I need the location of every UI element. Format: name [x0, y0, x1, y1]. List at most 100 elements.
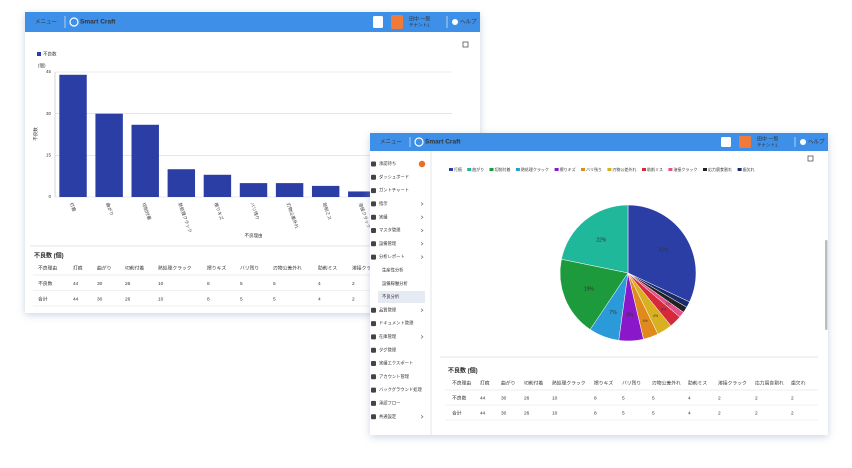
logo-icon [414, 137, 424, 147]
sidebar-item[interactable]: ガントチャート [379, 187, 409, 194]
column-header: バリ残り [622, 379, 641, 386]
sidebar-item[interactable]: 在庫管理 [379, 333, 397, 340]
table-cell: 4 [318, 296, 321, 302]
sidebar-item[interactable]: 共通設定 [379, 413, 397, 420]
legend-swatch [642, 168, 646, 171]
table-cell: 10 [158, 296, 164, 302]
legend-swatch [489, 168, 494, 171]
sidebar-item[interactable]: マスタ管理 [379, 227, 401, 234]
bar[interactable] [348, 191, 376, 197]
slice-label: 1% [666, 302, 671, 306]
slice-label: 6% [626, 312, 634, 318]
chevron [420, 414, 424, 419]
table-cell: 44 [73, 281, 79, 287]
table-cell: 8 [207, 281, 210, 287]
bar[interactable] [203, 174, 232, 197]
table-cell: 2 [718, 395, 721, 401]
sidebar-item[interactable]: ダッシュボード [379, 173, 409, 180]
x-tick-label: 曲がり [104, 202, 115, 217]
sidebar-item[interactable]: バックグラウンド処理 [379, 386, 422, 393]
menu-icon [371, 321, 376, 327]
column-header: 打痕 [73, 264, 83, 271]
table-cell: 10 [552, 410, 558, 416]
sidebar-item[interactable]: アカウント管理 [379, 373, 410, 380]
menu-button[interactable]: メニュー [380, 138, 402, 145]
table-cell: 30 [501, 410, 507, 416]
logo: Smart Craft [80, 19, 116, 26]
slice-label: 4% [643, 319, 648, 323]
table-cell: 44 [73, 296, 79, 302]
table-cell: 2 [791, 410, 794, 416]
scrollbar [825, 240, 828, 330]
sidebar-item[interactable]: 不良分析 [382, 293, 400, 300]
sidebar-item[interactable]: 設備稼働分析 [382, 280, 408, 287]
sidebar-item[interactable]: 承認待ち [379, 160, 396, 167]
legend-swatch [467, 168, 472, 171]
legend-label: 不良数 [43, 51, 57, 58]
chevron [420, 202, 424, 206]
slice-label: 1% [668, 299, 673, 303]
sidebar-item[interactable]: 実績 [379, 213, 388, 220]
column-header: 溶接クラック [352, 264, 381, 271]
menu-button[interactable]: メニュー [35, 18, 57, 25]
table-cell: 2 [755, 395, 758, 401]
bar[interactable] [239, 183, 268, 197]
bar[interactable] [167, 169, 196, 197]
table-cell: 4 [318, 281, 321, 287]
column-header: 歯欠れ [791, 379, 806, 386]
legend-label: 熱処理クラック [521, 166, 549, 172]
legend-label: 打痕 [454, 166, 462, 172]
table-cell: 4 [688, 395, 691, 401]
sidebar-item[interactable]: 指示 [379, 200, 388, 207]
bar[interactable] [59, 74, 87, 197]
sidebar-item[interactable]: タグ管理 [379, 346, 397, 353]
sidebar-item[interactable]: 承認フロー [379, 400, 400, 407]
chevron [420, 308, 424, 313]
sidebar-item[interactable]: ドキュメント管理 [379, 320, 414, 327]
legend-swatch [515, 168, 520, 171]
help-icon[interactable] [800, 139, 806, 145]
help-button[interactable]: ヘルプ [808, 138, 825, 145]
pie-slice[interactable] [627, 272, 690, 308]
avatar[interactable] [739, 136, 751, 148]
pie-slice[interactable] [561, 204, 629, 274]
column-header: 切削付着 [125, 264, 144, 271]
y-axis-label: 不良数 [32, 127, 39, 141]
column-header: 刃物公差外れ [652, 379, 681, 386]
table-cell: 5 [240, 296, 243, 302]
bar[interactable] [311, 185, 340, 197]
sidebar-item[interactable]: 実績エクスポート [379, 360, 413, 367]
expand-icon[interactable] [462, 41, 469, 48]
x-tick-label: 打痕 [68, 202, 78, 213]
chevron [420, 215, 424, 219]
notification-icon[interactable] [721, 137, 731, 147]
avatar[interactable] [391, 15, 403, 29]
pie-slice[interactable] [559, 258, 629, 330]
sidebar-item[interactable]: 分析レポート [379, 253, 405, 260]
column-header: 擦りキズ [594, 379, 613, 386]
chevron [420, 255, 424, 259]
sidebar-item[interactable]: 設備管理 [379, 240, 397, 247]
table-cell: 2 [352, 281, 355, 287]
sidebar-item[interactable]: 品質管理 [379, 306, 397, 313]
notification-icon[interactable] [373, 16, 383, 28]
help-icon[interactable] [452, 19, 458, 25]
table-cell: 2 [755, 410, 758, 416]
help-button[interactable]: ヘルプ [460, 18, 477, 25]
legend-swatch [581, 168, 585, 171]
sidebar-item[interactable]: 生産性分析 [382, 267, 404, 274]
column-header: 不良理由 [38, 264, 57, 271]
pie-slice[interactable] [627, 204, 697, 303]
table-cell: 5 [652, 410, 655, 416]
y-tick-label: 45 [46, 69, 52, 74]
bar[interactable] [275, 183, 304, 197]
selected-item-bg [378, 291, 425, 303]
legend-label: 助削ミス [647, 166, 663, 172]
expand-icon[interactable] [807, 155, 814, 162]
bar[interactable] [131, 124, 159, 197]
table-cell: 26 [524, 410, 530, 416]
bar[interactable] [95, 113, 123, 197]
legend-label: 曲がり [472, 166, 484, 172]
menu-icon [371, 400, 376, 406]
table-cell: 4 [688, 410, 691, 416]
